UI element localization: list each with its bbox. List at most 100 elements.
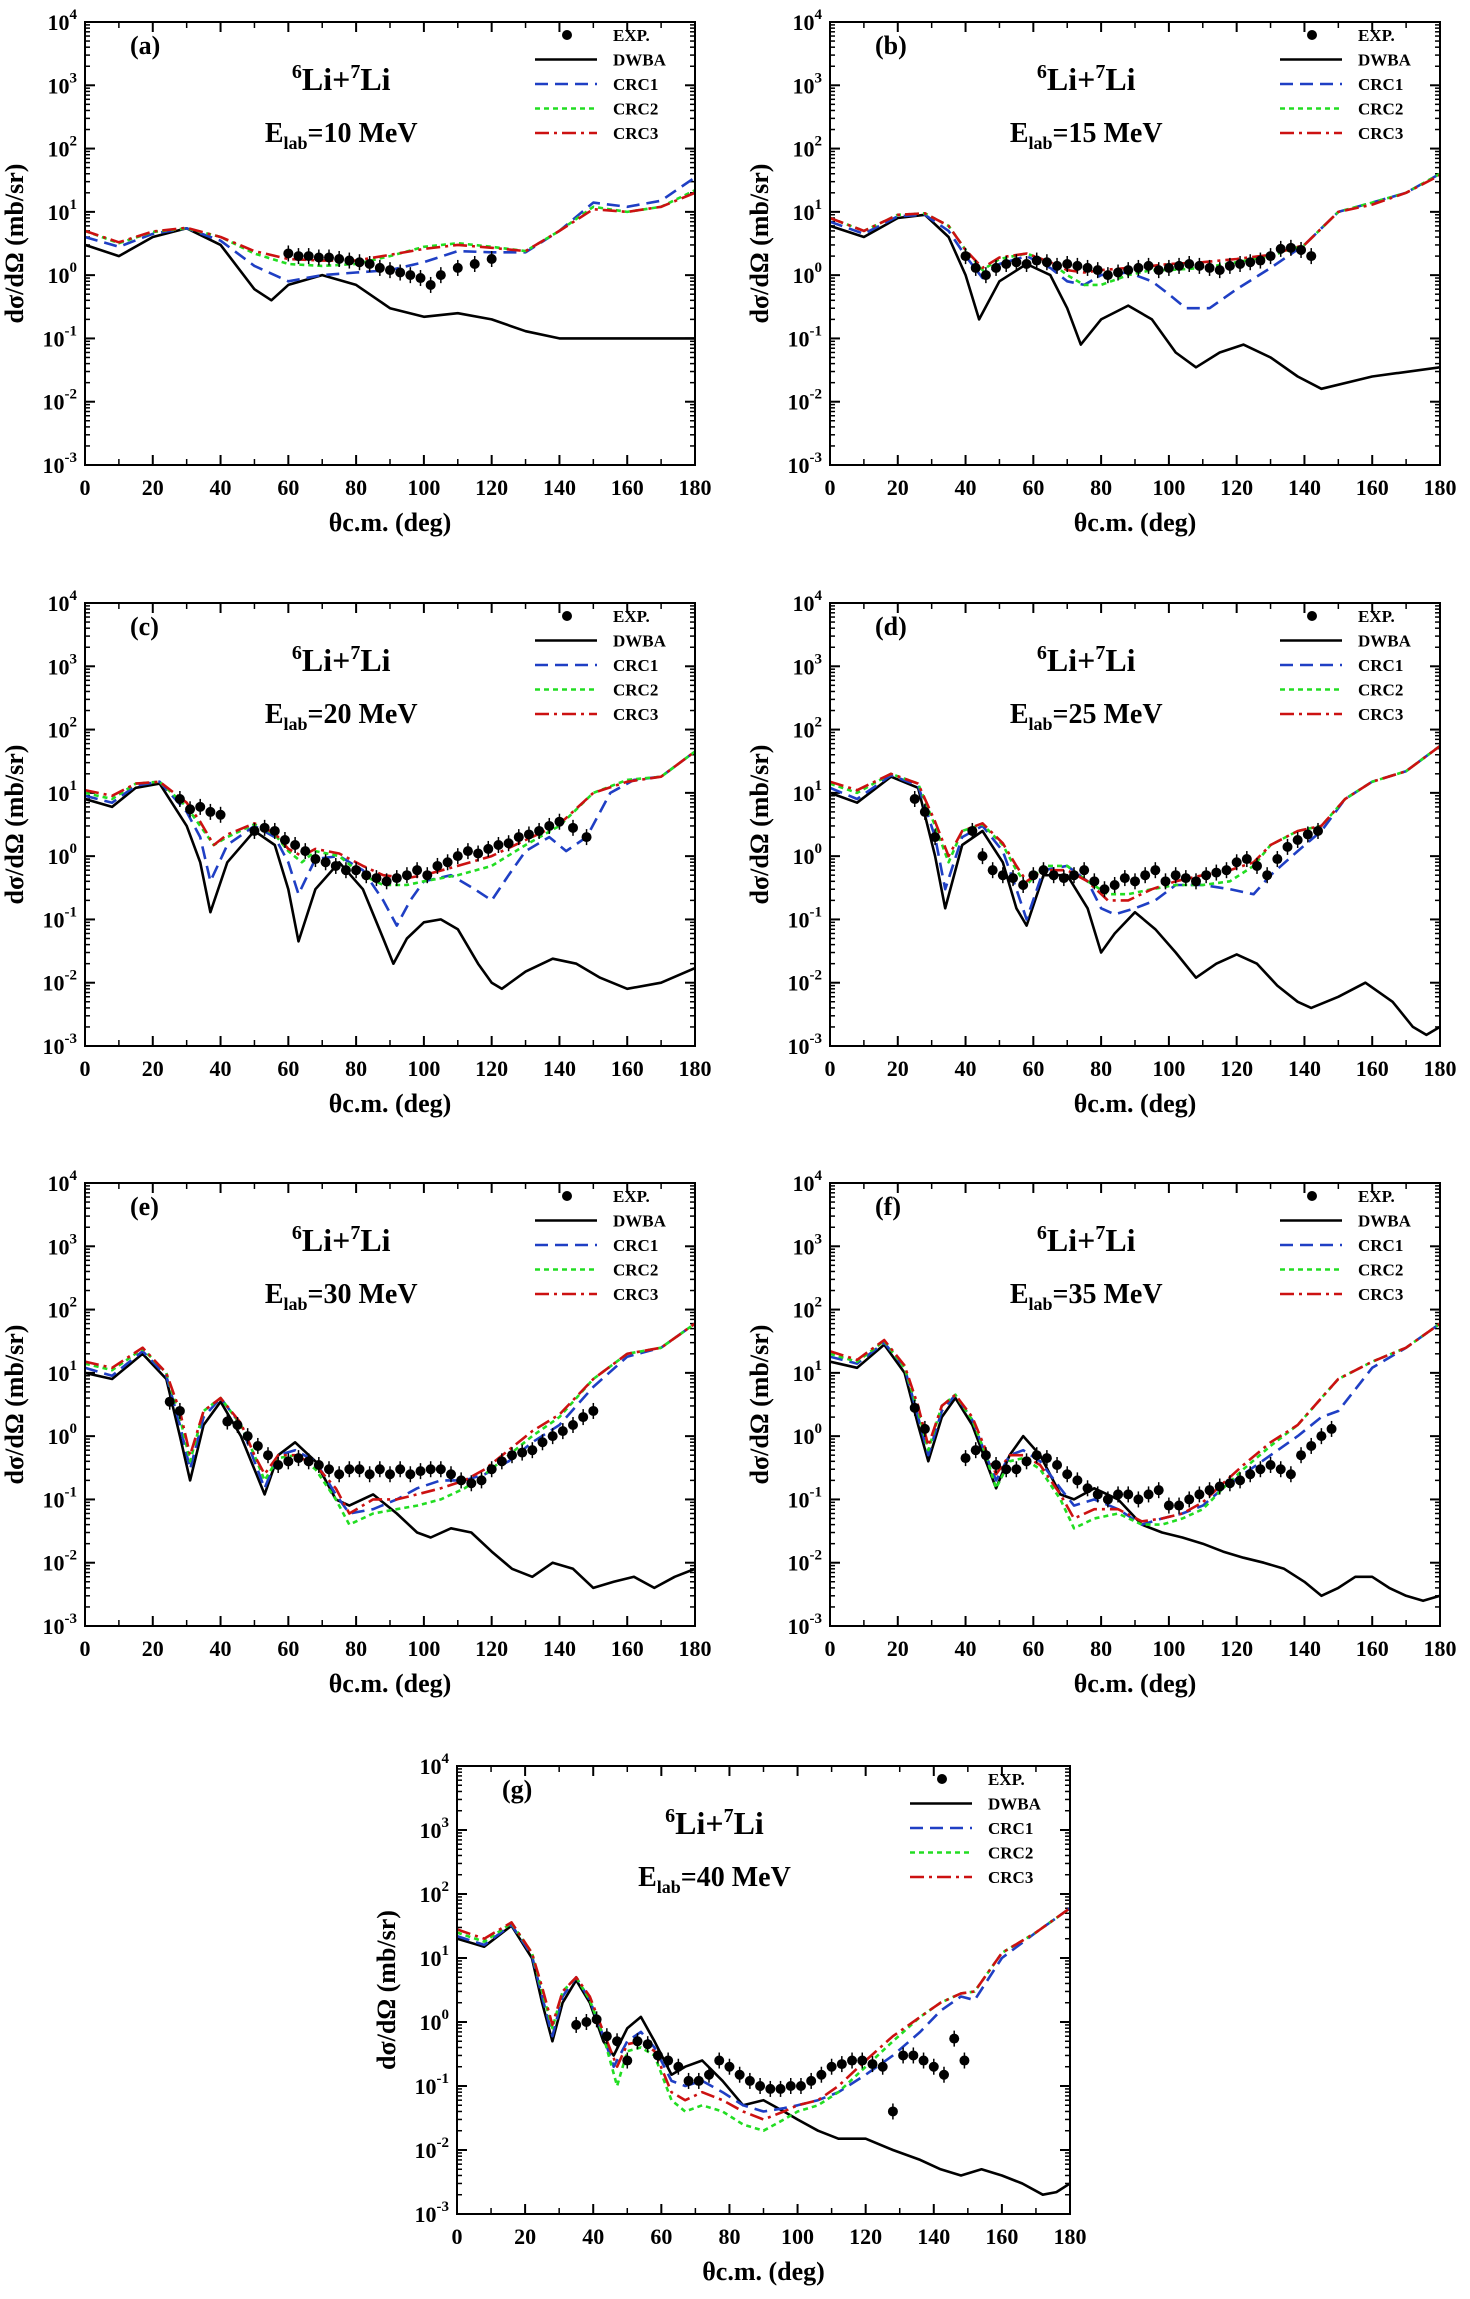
reaction-element: Li+ (302, 1222, 350, 1258)
x-tick-label: 60 (1022, 1636, 1044, 1661)
x-tick-label: 160 (611, 1636, 644, 1661)
x-tick-label: 40 (210, 1636, 232, 1661)
x-tick-label: 140 (1288, 475, 1321, 500)
y-tick-exponent: 1 (815, 197, 823, 213)
y-tick-label: 10-3 (43, 1611, 78, 1639)
exp-point (1224, 1478, 1235, 1489)
energy-subscript: lab (284, 714, 308, 734)
x-tick-label: 180 (1424, 1056, 1457, 1081)
reaction-mass-number: 7 (1095, 61, 1105, 83)
energy-subscript: lab (284, 133, 308, 153)
y-tick-exponent: 4 (70, 588, 78, 604)
exp-point (1038, 865, 1049, 876)
exp-point (174, 793, 185, 804)
exp-point (588, 1405, 599, 1416)
exp-point (1211, 867, 1222, 878)
y-tick-base: 10 (43, 1551, 65, 1576)
y-tick-exponent: 4 (815, 7, 823, 23)
exp-point (283, 1456, 294, 1467)
y-tick-exponent: 4 (70, 7, 78, 23)
y-tick-label: 104 (48, 588, 78, 616)
y-tick-base: 10 (48, 1424, 70, 1449)
curve-crc3 (85, 191, 695, 262)
curve-crc2 (457, 1907, 1070, 2132)
x-tick-label: 80 (1090, 1056, 1112, 1081)
exp-point (334, 1469, 345, 1480)
exp-point (425, 279, 436, 290)
x-tick-label: 0 (825, 1636, 836, 1661)
curves (830, 744, 1440, 1037)
y-tick-base: 10 (420, 1818, 442, 1843)
y-tick-base: 10 (48, 10, 70, 35)
energy-symbol: E (638, 1862, 657, 1893)
exp-point (909, 793, 920, 804)
panel-label: (b) (875, 31, 907, 60)
exp-point (412, 865, 423, 876)
y-tick-label: 104 (420, 1751, 450, 1779)
y-tick-label: 10-2 (43, 1548, 78, 1576)
exp-point (1184, 258, 1195, 269)
y-tick-label: 100 (48, 841, 78, 869)
x-tick-label: 100 (1152, 475, 1185, 500)
reaction-label: 6Li+7Li (292, 61, 391, 97)
energy-label: Elab=15 MeV (1010, 118, 1163, 153)
exp-point (1150, 865, 1161, 876)
y-tick-base: 10 (48, 1361, 70, 1386)
legend: EXP. DWBA CRC1 CRC2 CRC3 (910, 1770, 1042, 1887)
y-tick-label: 103 (793, 1231, 823, 1259)
exp-point (1021, 258, 1032, 269)
reaction-element: Li (1105, 642, 1135, 678)
panel-label: (e) (130, 1192, 159, 1221)
exp-point (887, 2106, 898, 2117)
exp-point (1235, 258, 1246, 269)
curve-dwba (830, 1343, 1440, 1603)
curve-crc1 (85, 750, 695, 927)
y-tick-label: 10-2 (788, 968, 823, 996)
exp-point (452, 262, 463, 273)
y-tick-label: 102 (793, 715, 823, 743)
curve-crc3 (457, 1907, 1070, 2121)
exp-point (496, 1456, 507, 1467)
x-tick-label: 120 (1220, 1636, 1253, 1661)
y-tick-exponent: -3 (65, 450, 78, 466)
exp-points (283, 245, 497, 293)
energy-value: =30 MeV (308, 1279, 418, 1310)
y-tick-label: 10-1 (788, 1484, 823, 1512)
y-tick-label: 101 (420, 1943, 450, 1971)
legend-entry: DWBA (1358, 51, 1412, 70)
legend-entry: CRC1 (1358, 1236, 1403, 1255)
exp-point (1099, 884, 1110, 895)
exp-point (693, 2075, 704, 2086)
exp-point (1160, 876, 1171, 887)
exp-point (320, 857, 331, 868)
y-tick-exponent: -3 (810, 1611, 823, 1627)
reaction-element: Li+ (1047, 642, 1095, 678)
x-tick-label: 180 (1054, 2224, 1087, 2249)
y-tick-base: 10 (48, 844, 70, 869)
x-tick-label: 0 (825, 475, 836, 500)
exp-point (1119, 873, 1130, 884)
exp-point (1113, 1489, 1124, 1500)
x-tick-label: 120 (1220, 475, 1253, 500)
y-tick-exponent: -2 (810, 1548, 823, 1564)
curve-crc3 (830, 744, 1440, 902)
legend-entry: DWBA (988, 1795, 1042, 1814)
exp-point (1133, 262, 1144, 273)
exp-point (918, 2055, 929, 2066)
exp-point (557, 1426, 568, 1437)
exp-point (1255, 255, 1266, 266)
y-tick-exponent: -1 (810, 323, 823, 339)
y-tick-exponent: 1 (815, 1358, 823, 1374)
plot-frame (829, 21, 1441, 466)
exp-point (507, 1450, 517, 1461)
reaction-element: Li+ (1047, 61, 1095, 97)
exp-point (466, 1478, 477, 1489)
legend-entry: CRC2 (613, 1261, 658, 1280)
y-tick-base: 10 (48, 718, 70, 743)
exp-point (395, 1464, 406, 1475)
y-tick-base: 10 (43, 453, 65, 478)
legend-entry: CRC3 (1358, 124, 1403, 143)
reaction-element: Li (734, 1805, 764, 1841)
